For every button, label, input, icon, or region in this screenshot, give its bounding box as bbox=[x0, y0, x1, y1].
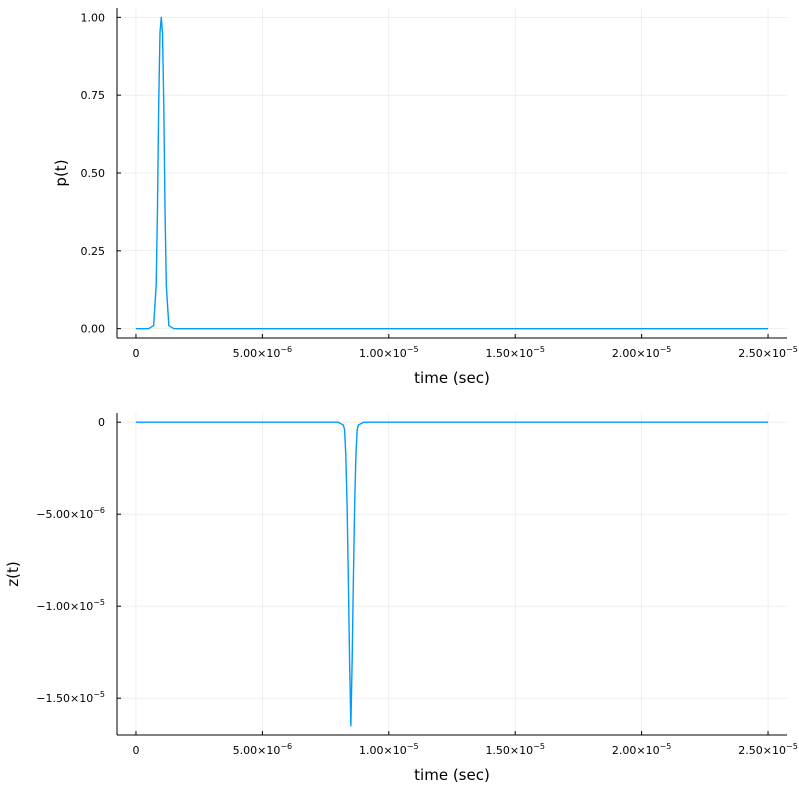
x-axis-label: time (sec) bbox=[414, 766, 490, 784]
y-tick-label: −1.50×10−5 bbox=[36, 690, 105, 705]
y-tick-label-mantissa: 0.25 bbox=[81, 245, 106, 258]
x-tick-label: 2.50×10−5 bbox=[738, 742, 798, 757]
x-tick-label-mantissa: 2.50×10 bbox=[738, 347, 786, 360]
x-tick-label-exponent: −5 bbox=[660, 345, 672, 354]
y-tick-label-mantissa: 0.75 bbox=[81, 89, 106, 102]
x-tick-label-exponent: −6 bbox=[280, 742, 292, 751]
y-tick-label-mantissa: 0.50 bbox=[81, 167, 106, 180]
y-tick-label-exponent: −5 bbox=[93, 598, 105, 607]
y-tick-label: 0.50 bbox=[81, 167, 106, 180]
x-tick-label-mantissa: 1.50×10 bbox=[485, 347, 533, 360]
y-tick-label-mantissa: −5.00×10 bbox=[36, 508, 93, 521]
x-tick-label-exponent: −5 bbox=[533, 345, 545, 354]
x-tick-label: 2.50×10−5 bbox=[738, 345, 798, 360]
y-tick-label-exponent: −5 bbox=[93, 690, 105, 699]
y-tick-label-mantissa: 0.00 bbox=[81, 323, 106, 336]
y-tick-label-mantissa: 0 bbox=[98, 416, 105, 429]
x-tick-label-mantissa: 2.00×10 bbox=[612, 347, 660, 360]
y-tick-label: −1.00×10−5 bbox=[36, 598, 105, 613]
x-tick-label-mantissa: 0 bbox=[132, 347, 139, 360]
x-tick-label: 1.50×10−5 bbox=[485, 742, 545, 757]
y-tick-label: 0.25 bbox=[81, 245, 106, 258]
x-tick-label-mantissa: 1.00×10 bbox=[359, 347, 407, 360]
bottom-plot-z-of-t: 0 5.00×10−6 1.00×10−5 1.50×10−5 2.00×10−5 2.5… bbox=[4, 413, 798, 784]
x-tick-label: 1.50×10−5 bbox=[485, 345, 545, 360]
x-tick-label-mantissa: 1.00×10 bbox=[359, 744, 407, 757]
y-tick-label: 0 bbox=[98, 416, 105, 429]
y-tick-label-mantissa: −1.50×10 bbox=[36, 692, 93, 705]
y-tick-label: −5.00×10−6 bbox=[36, 506, 105, 521]
series-line bbox=[135, 16, 769, 330]
x-tick-label-exponent: −5 bbox=[407, 742, 419, 751]
x-tick-label-mantissa: 5.00×10 bbox=[233, 347, 281, 360]
y-tick-label-mantissa: 1.00 bbox=[81, 11, 106, 24]
x-tick-label-mantissa: 0 bbox=[132, 744, 139, 757]
y-axis-label: p(t) bbox=[52, 159, 70, 186]
y-tick-label: 0.75 bbox=[81, 89, 106, 102]
x-tick-label: 1.00×10−5 bbox=[359, 345, 419, 360]
x-tick-label-exponent: −6 bbox=[280, 345, 292, 354]
x-tick-label-exponent: −5 bbox=[407, 345, 419, 354]
x-tick-label: 0 bbox=[132, 347, 139, 360]
x-tick-label: 1.00×10−5 bbox=[359, 742, 419, 757]
y-tick-label: 1.00 bbox=[81, 11, 106, 24]
x-tick-label-mantissa: 2.00×10 bbox=[612, 744, 660, 757]
x-tick-label: 0 bbox=[132, 744, 139, 757]
x-tick-label-exponent: −5 bbox=[786, 345, 798, 354]
x-tick-label-mantissa: 5.00×10 bbox=[233, 744, 281, 757]
x-tick-label-exponent: −5 bbox=[660, 742, 672, 751]
x-tick-label: 2.00×10−5 bbox=[612, 345, 672, 360]
x-tick-label: 2.00×10−5 bbox=[612, 742, 672, 757]
x-tick-label: 5.00×10−6 bbox=[233, 345, 293, 360]
y-tick-label: 0.00 bbox=[81, 323, 106, 336]
series-line bbox=[135, 421, 769, 727]
x-axis-label: time (sec) bbox=[414, 369, 490, 387]
x-tick-label-exponent: −5 bbox=[533, 742, 545, 751]
top-plot-p-of-t: 0 5.00×10−6 1.00×10−5 1.50×10−5 2.00×10−5 2.5… bbox=[52, 8, 798, 387]
x-tick-label-mantissa: 2.50×10 bbox=[738, 744, 786, 757]
x-tick-label-exponent: −5 bbox=[786, 742, 798, 751]
x-tick-label-mantissa: 1.50×10 bbox=[485, 744, 533, 757]
y-tick-label-mantissa: −1.00×10 bbox=[36, 600, 93, 613]
y-axis-label: z(t) bbox=[4, 561, 22, 586]
y-tick-label-exponent: −6 bbox=[93, 506, 105, 515]
x-tick-label: 5.00×10−6 bbox=[233, 742, 293, 757]
